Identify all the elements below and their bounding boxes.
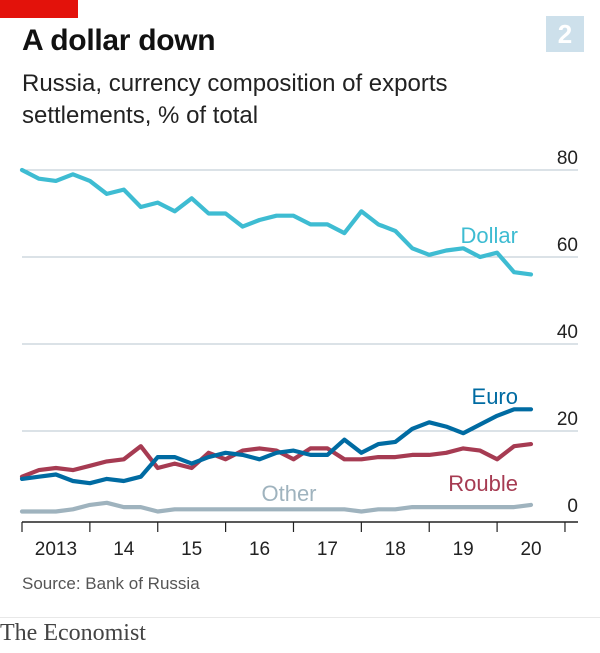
brand-accent-tag	[0, 0, 78, 18]
gridlines	[22, 169, 578, 432]
source-note: Source: Bank of Russia	[22, 574, 200, 593]
line-chart: 0 20 40 60 80 2013 14 15 16 17 18 19 20 Dollar Euro R…	[19, 150, 578, 560]
x-tick-label-20: 20	[520, 539, 541, 560]
x-tick-label-15: 15	[181, 539, 202, 560]
x-tick-label-19: 19	[453, 539, 474, 560]
x-tick-label-18: 18	[385, 539, 406, 560]
y-tick-label-0: 0	[567, 496, 578, 517]
series-lines	[19, 167, 534, 514]
series-line-rouble	[19, 442, 534, 479]
x-tick-label-17: 17	[317, 539, 338, 560]
y-tick-label-40: 40	[557, 322, 578, 343]
series-line-other	[19, 500, 534, 514]
y-tick-label-80: 80	[557, 150, 578, 169]
series-line-dollar	[19, 167, 534, 277]
series-label-dollar: Dollar	[461, 223, 518, 248]
series-label-euro: Euro	[472, 384, 518, 409]
x-tick-label-2013: 2013	[35, 539, 77, 560]
series-labels: Dollar Euro Rouble Other	[261, 223, 518, 506]
y-axis-tick-labels: 0 20 40 60 80	[557, 150, 578, 517]
chart-number-badge: 2	[546, 16, 584, 52]
brand-logo: The Economist	[0, 620, 146, 646]
series-label-rouble: Rouble	[448, 471, 518, 496]
chart-subtitle: Russia, currency composition of exports …	[22, 70, 448, 129]
footer-divider	[0, 617, 600, 618]
series-label-other: Other	[261, 481, 316, 506]
y-tick-label-60: 60	[557, 235, 578, 256]
x-tick-label-16: 16	[249, 539, 270, 560]
x-tick-label-14: 14	[113, 539, 135, 560]
series-line-euro	[19, 407, 534, 486]
y-tick-label-20: 20	[557, 409, 578, 430]
x-axis: 2013 14 15 16 17 18 19 20	[21, 521, 578, 560]
chart-title: A dollar down	[22, 24, 216, 57]
